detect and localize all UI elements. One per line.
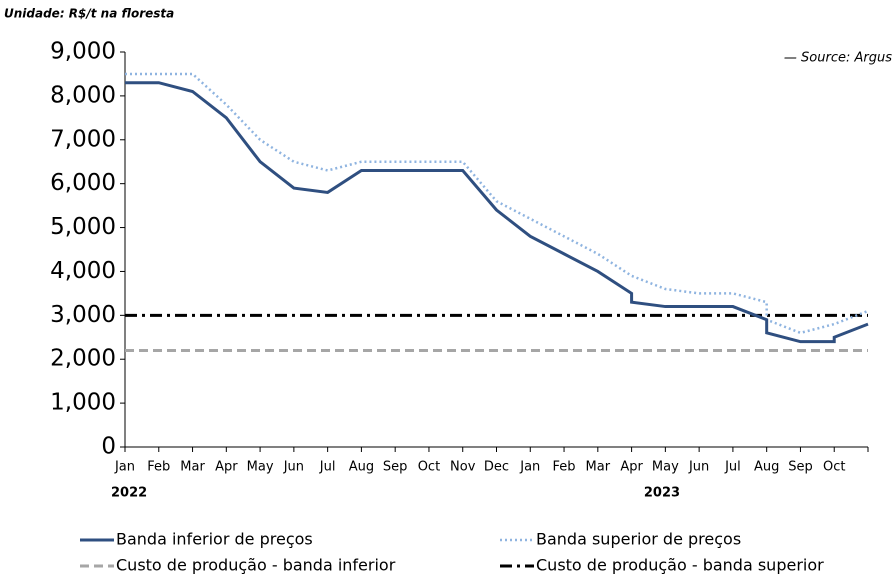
x-tick-label: Sep: [383, 460, 408, 475]
series-line: [125, 81, 869, 344]
x-tick-label: Mar: [586, 460, 611, 475]
year-label: 2022: [111, 486, 147, 501]
x-tick-label: Jan: [114, 460, 135, 475]
x-tick-label: Feb: [147, 460, 170, 475]
year-label: 2023: [644, 486, 680, 501]
x-tick-label: Aug: [349, 460, 374, 475]
legend-label: Banda superior de preços: [536, 530, 741, 549]
y-tick-label: 3,000: [50, 302, 116, 328]
x-tick-label: Oct: [418, 460, 440, 475]
x-tick-label: Jul: [724, 460, 741, 475]
y-tick-label: 7,000: [50, 126, 116, 152]
x-tick-label: Aug: [754, 460, 779, 475]
x-tick-label: Mar: [180, 460, 205, 475]
x-tick-label: Jul: [319, 460, 336, 475]
y-tick-label: 9,000: [50, 39, 116, 65]
x-tick-label: May: [247, 460, 274, 475]
x-tick-label: Nov: [450, 460, 476, 475]
source: — Source: Argus: [784, 51, 892, 66]
y-tick-label: 8,000: [50, 82, 116, 108]
x-tick-label: Feb: [553, 460, 576, 475]
x-tick-label: Oct: [823, 460, 845, 475]
y-tick-label: 4,000: [50, 258, 116, 284]
x-tick-label: Jun: [688, 460, 709, 475]
y-tick-label: 5,000: [50, 214, 116, 240]
y-tick-label: 2,000: [50, 346, 116, 372]
x-tick-label: Jan: [519, 460, 540, 475]
y-tick-label: 6,000: [50, 170, 116, 196]
legend-label: Banda inferior de preços: [116, 530, 313, 549]
x-tick-label: Apr: [620, 460, 643, 475]
legend-label: Custo de produção - banda superior: [536, 556, 824, 575]
legend-label: Custo de produção - banda inferior: [116, 556, 396, 575]
x-tick-label: Apr: [215, 460, 238, 475]
y-tick-label: 0: [101, 434, 116, 460]
x-tick-label: May: [652, 460, 679, 475]
x-tick-label: Sep: [788, 460, 813, 475]
subtitle: Unidade: R$/t na floresta: [4, 7, 174, 21]
x-tick-label: Dec: [484, 460, 509, 475]
x-tick-label: Jun: [283, 460, 304, 475]
y-tick-label: 1,000: [50, 390, 116, 416]
series-line: [125, 72, 869, 335]
